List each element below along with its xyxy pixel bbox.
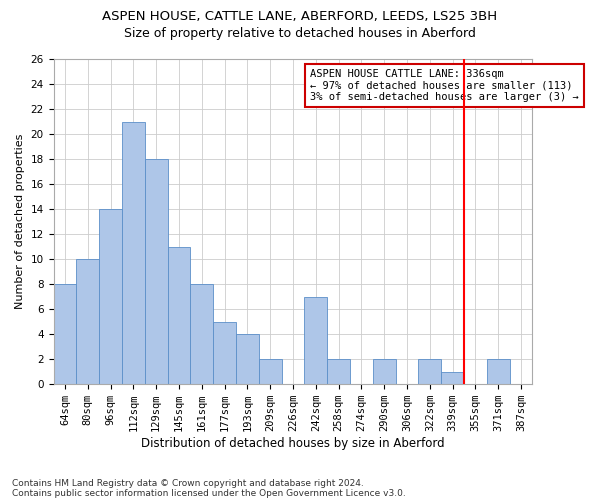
Bar	[259, 359, 281, 384]
Bar	[304, 296, 327, 384]
Bar	[327, 359, 350, 384]
Y-axis label: Number of detached properties: Number of detached properties	[15, 134, 25, 310]
Bar	[236, 334, 259, 384]
Text: Contains public sector information licensed under the Open Government Licence v3: Contains public sector information licen…	[12, 488, 406, 498]
Bar	[99, 209, 122, 384]
Bar	[418, 359, 441, 384]
Text: ASPEN HOUSE, CATTLE LANE, ABERFORD, LEEDS, LS25 3BH: ASPEN HOUSE, CATTLE LANE, ABERFORD, LEED…	[103, 10, 497, 23]
X-axis label: Distribution of detached houses by size in Aberford: Distribution of detached houses by size …	[141, 437, 445, 450]
Bar	[441, 372, 464, 384]
Bar	[122, 122, 145, 384]
Bar	[167, 246, 190, 384]
Bar	[213, 322, 236, 384]
Bar	[190, 284, 213, 384]
Text: ASPEN HOUSE CATTLE LANE: 336sqm
← 97% of detached houses are smaller (113)
3% of: ASPEN HOUSE CATTLE LANE: 336sqm ← 97% of…	[310, 69, 578, 102]
Bar	[373, 359, 395, 384]
Bar	[487, 359, 509, 384]
Bar	[76, 259, 99, 384]
Text: Contains HM Land Registry data © Crown copyright and database right 2024.: Contains HM Land Registry data © Crown c…	[12, 478, 364, 488]
Bar	[53, 284, 76, 384]
Text: Size of property relative to detached houses in Aberford: Size of property relative to detached ho…	[124, 28, 476, 40]
Bar	[145, 159, 167, 384]
